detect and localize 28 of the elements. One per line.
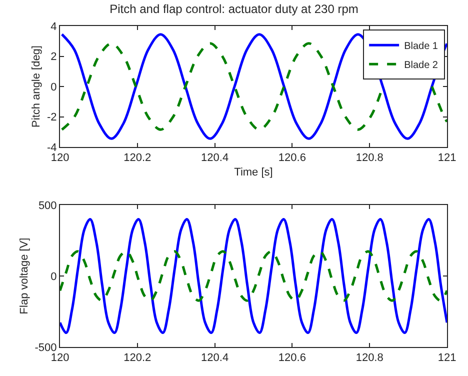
y-tick-label: -500 [34, 342, 57, 354]
y-tick-label: 500 [38, 200, 57, 212]
legend-label: Blade 2 [404, 60, 438, 72]
y-tick-label: 2 [50, 51, 57, 64]
x-tick-label: 120.6 [278, 152, 306, 164]
legend-label: Blade 1 [404, 41, 438, 52]
x-tick-label: 120.4 [201, 352, 229, 364]
x-tick-label: 120.2 [124, 152, 152, 164]
x-tick-label: 120.8 [356, 352, 384, 364]
chart-title: Pitch and flap control: actuator duty at 230 rpm [110, 2, 358, 16]
x-tick-label: 120 [50, 152, 70, 164]
x-tick-label: 120.8 [356, 152, 384, 164]
x-tick-label: 120.2 [124, 352, 152, 364]
y-axis-title: Flap voltage [V] [18, 238, 30, 314]
y-tick-label: 0 [50, 81, 57, 94]
x-tick-label: 120.4 [201, 152, 229, 164]
y-tick-label: -2 [47, 112, 57, 124]
x-tick-label: 120 [50, 352, 70, 364]
y-tick-label: 4 [50, 20, 57, 33]
x-axis-title: Time [s] [234, 166, 273, 178]
y-tick-label: 0 [50, 270, 57, 283]
x-tick-label: 121 [438, 152, 456, 164]
x-tick-label: 120.6 [278, 352, 306, 364]
y-tick-label: -4 [47, 142, 57, 154]
y-axis-title: Pitch angle [deg] [30, 46, 43, 128]
line-series [60, 218, 447, 334]
line-series [60, 250, 447, 302]
x-tick-label: 121 [438, 352, 456, 364]
